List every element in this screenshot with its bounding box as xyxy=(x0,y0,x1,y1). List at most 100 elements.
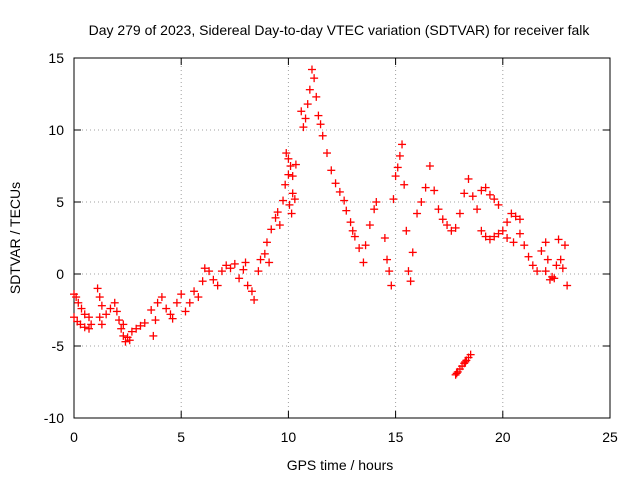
data-point xyxy=(185,298,194,307)
data-point xyxy=(346,218,355,227)
data-point xyxy=(391,172,400,181)
data-point xyxy=(172,298,181,307)
data-point xyxy=(254,267,263,276)
x-tick-label: 5 xyxy=(177,429,185,445)
data-point xyxy=(115,316,124,325)
data-point xyxy=(503,234,512,242)
data-points xyxy=(70,65,572,379)
data-point xyxy=(466,350,475,359)
data-point xyxy=(97,301,106,310)
data-point xyxy=(136,321,145,330)
data-point xyxy=(438,215,447,224)
data-point xyxy=(550,274,559,283)
data-point xyxy=(307,65,316,74)
data-point xyxy=(372,198,381,206)
data-point xyxy=(80,323,89,332)
data-point xyxy=(490,232,499,241)
data-point xyxy=(327,166,336,175)
data-point xyxy=(151,316,160,325)
data-point xyxy=(119,320,128,329)
data-point xyxy=(481,232,490,241)
data-point xyxy=(177,290,186,299)
data-point xyxy=(468,192,477,201)
data-point xyxy=(558,264,567,273)
data-point xyxy=(217,267,226,276)
data-point xyxy=(494,200,503,209)
data-point xyxy=(265,258,274,267)
data-point xyxy=(455,209,464,218)
data-point xyxy=(515,229,524,238)
data-point xyxy=(393,163,402,172)
data-point xyxy=(452,369,461,378)
data-point xyxy=(556,255,565,264)
data-point xyxy=(507,209,516,218)
data-point xyxy=(102,310,111,319)
data-point xyxy=(335,187,344,196)
data-point xyxy=(383,255,392,264)
data-point xyxy=(299,123,308,132)
x-tick-label: 0 xyxy=(70,429,78,445)
data-point xyxy=(331,179,340,188)
x-axis-label: GPS time / hours xyxy=(287,457,394,473)
data-point xyxy=(117,324,126,333)
tick-labels: 0 5 10 15 20 25 -10 -5 0 5 10 15 xyxy=(44,50,618,445)
data-point xyxy=(95,313,104,322)
data-point xyxy=(110,298,119,307)
data-point xyxy=(400,180,409,189)
data-point xyxy=(297,107,306,116)
data-point xyxy=(205,267,214,276)
data-point xyxy=(355,244,364,253)
data-point xyxy=(520,241,529,250)
data-point xyxy=(554,235,563,244)
data-point xyxy=(132,324,141,333)
data-point xyxy=(303,100,312,109)
data-point xyxy=(291,160,300,169)
data-point xyxy=(198,277,207,286)
data-point xyxy=(541,238,550,247)
y-tick-label: -10 xyxy=(44,410,64,426)
data-point xyxy=(121,337,130,346)
x-tick-label: 15 xyxy=(388,429,404,445)
data-point xyxy=(168,314,177,323)
data-point xyxy=(511,212,520,221)
data-point xyxy=(241,258,250,267)
data-point xyxy=(421,183,430,192)
data-point xyxy=(284,154,293,163)
data-point xyxy=(402,226,411,235)
data-point xyxy=(290,195,299,204)
data-point xyxy=(190,287,199,296)
data-point xyxy=(498,226,507,235)
data-point xyxy=(166,310,175,319)
data-point xyxy=(537,246,546,255)
data-point xyxy=(200,264,209,273)
data-point xyxy=(287,209,296,218)
data-point xyxy=(235,274,244,283)
data-point xyxy=(149,331,158,340)
data-point xyxy=(560,241,569,250)
data-point xyxy=(97,320,106,329)
data-point xyxy=(314,111,323,120)
y-tick-label: 5 xyxy=(56,194,64,210)
y-tick-label: 10 xyxy=(48,122,64,138)
data-point xyxy=(395,151,404,160)
data-point xyxy=(494,229,503,238)
data-point xyxy=(157,293,166,302)
y-tick-label: 0 xyxy=(56,266,64,282)
data-point xyxy=(256,255,265,264)
data-point xyxy=(153,298,162,307)
data-point xyxy=(408,248,417,257)
data-point xyxy=(552,261,561,270)
data-point xyxy=(477,226,486,235)
data-point xyxy=(85,324,94,333)
data-point xyxy=(273,208,282,217)
data-point xyxy=(213,281,222,290)
data-point xyxy=(222,261,231,270)
axis-ticks xyxy=(73,57,611,419)
data-point xyxy=(451,223,460,232)
data-point xyxy=(281,180,290,189)
data-point xyxy=(387,281,396,290)
data-point xyxy=(541,267,550,276)
data-point xyxy=(406,277,415,286)
data-point xyxy=(243,281,252,290)
